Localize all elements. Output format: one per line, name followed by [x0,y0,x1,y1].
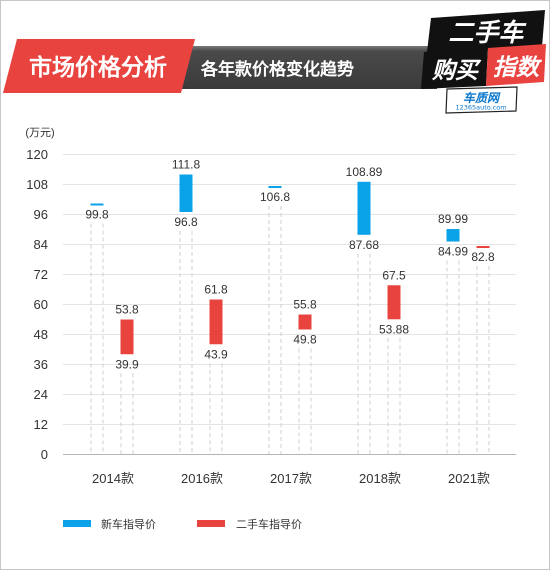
new-car-price-high-label-3: 108.89 [346,165,383,179]
y-tick-label: 36 [34,357,48,372]
used-car-price-high-label-1: 61.8 [204,283,228,297]
new-car-price-low-label-3: 87.68 [349,238,379,252]
used-car-price-bar-0 [120,319,134,355]
gridlines [63,154,516,455]
new-car-price-low-label-0: 99.8 [85,208,109,222]
subtitle: 各年款价格变化趋势 [200,59,354,80]
used-car-price-low-label-4: 82.8 [471,250,495,264]
x-tick-label: 2021款 [448,471,490,486]
new-car-price-bar-3 [357,181,371,235]
logo-url: 12365auto.com [455,104,506,112]
x-tick-label: 2016款 [181,471,223,486]
legend-label: 新车指导价 [101,517,156,531]
y-axis: 0 12 24 36 48 60 72 84 96 108 120 [26,147,48,462]
y-tick-label: 0 [41,447,48,462]
new-car-price-bar-2 [268,186,282,188]
used-car-price-series: 53.8 39.9 61.8 43.9 55.8 49.8 67.5 53.88 82.8 [115,246,495,454]
logo-badge-top [427,10,545,52]
header: 各年款价格变化趋势 市场价格分析 [3,39,437,93]
new-car-price-bar-4 [446,229,460,242]
used-car-price-high-label-2: 55.8 [293,298,317,312]
legend-item-new-car-price: 新车指导价 [63,517,156,531]
logo-line1: 二手车 [448,18,527,47]
used-car-price-high-label-3: 67.5 [382,268,406,282]
used-car-price-bar-4 [476,246,490,248]
subtitle-banner [173,46,437,89]
used-car-price-bar-2 [298,314,312,330]
new-car-price-high-label-1: 111.8 [172,158,201,172]
new-car-price-series: 99.8 111.8 96.8 106.8 108.89 87.68 89.99 84.99 [85,158,468,454]
logo-brand: 车质网 [463,91,501,105]
y-tick-label: 12 [34,417,48,432]
new-car-price-bar-1 [179,174,193,212]
y-tick-label: 96 [34,207,48,222]
used-car-price-low-label-3: 53.88 [379,322,409,336]
y-tick-label: 48 [34,327,48,342]
y-tick-label: 120 [26,147,48,162]
new-car-price-low-label-4: 84.99 [438,245,468,259]
logo-brand-strip [445,86,518,114]
new-car-price-high-label-4: 89.99 [438,212,468,226]
logo-badge-right [486,44,546,86]
legend: 新车指导价 二手车指导价 [63,517,302,531]
y-tick-label: 72 [34,267,48,282]
legend-swatch [197,520,225,527]
y-tick-label: 108 [26,177,48,192]
legend-swatch [63,520,91,527]
new-car-price-bar-0 [90,203,104,206]
new-car-price-low-label-1: 96.8 [174,215,198,229]
section-title: 市场价格分析 [29,54,167,81]
used-car-price-high-label-0: 53.8 [115,303,139,317]
used-car-price-low-label-1: 43.9 [204,347,228,361]
legend-label: 二手车指导价 [236,517,302,531]
x-tick-label: 2017款 [270,471,312,486]
y-axis-unit: (万元) [25,127,54,139]
new-car-price-low-label-2: 106.8 [260,190,290,204]
logo-line2a: 购买 [431,58,482,84]
logo: 二手车 购买 指数 车质网 12365auto.com [421,10,546,114]
section-title-banner [3,39,195,93]
logo-badge-left [421,48,488,89]
y-tick-label: 84 [34,237,48,252]
used-car-price-low-label-2: 49.8 [293,333,317,347]
x-tick-label: 2014款 [92,471,134,486]
y-tick-label: 60 [34,297,48,312]
y-tick-label: 24 [34,387,48,402]
used-car-price-bar-1 [209,299,223,345]
x-axis: 2014款 2016款 2017款 2018款 2021款 [92,471,490,486]
logo-line2b: 指数 [493,55,543,81]
used-car-price-bar-3 [387,285,401,320]
used-car-price-low-label-0: 39.9 [115,357,139,371]
legend-item-used-car-price: 二手车指导价 [197,517,302,531]
x-tick-label: 2018款 [359,471,401,486]
